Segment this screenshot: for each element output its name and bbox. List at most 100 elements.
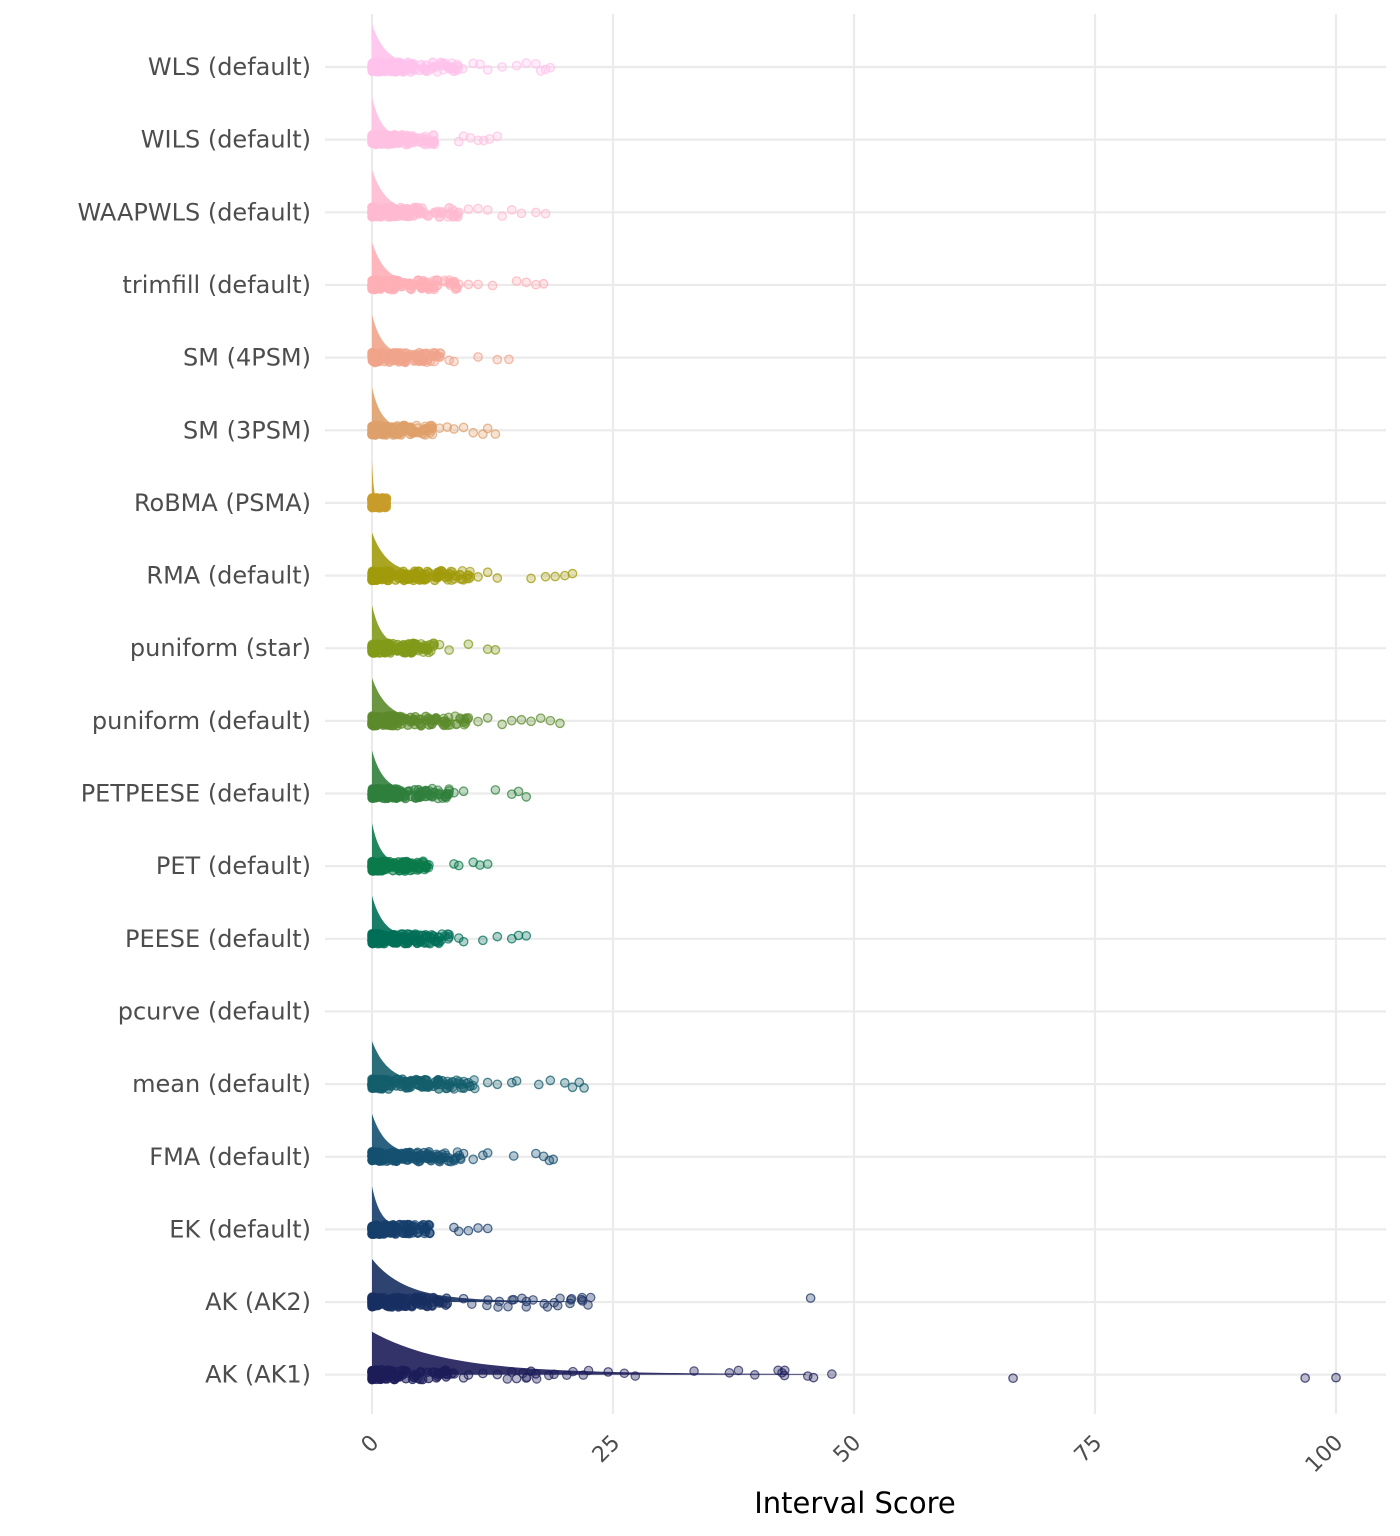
data-point (449, 574, 459, 584)
data-point (368, 574, 378, 585)
y-axis-labels: WLS (default) WILS (default) WAAPWLS (defa… (77, 53, 311, 1389)
data-point (503, 1301, 513, 1312)
outlier-point (559, 570, 570, 581)
data-point (382, 934, 392, 945)
data-point (414, 1156, 425, 1166)
outlier-point (463, 279, 474, 290)
outlier-point (1331, 1372, 1341, 1383)
data-point (630, 1371, 641, 1381)
data-point (390, 206, 401, 217)
y-category-label: AK (AK1) (205, 1361, 311, 1389)
outlier-point (492, 1369, 503, 1380)
data-point (416, 721, 426, 731)
y-category-label: RMA (default) (146, 562, 311, 590)
data-point (382, 66, 393, 76)
data-point (555, 1293, 565, 1304)
outlier-point (473, 203, 483, 214)
data-point (423, 788, 433, 799)
outlier-point (504, 354, 514, 365)
data-point (384, 351, 395, 362)
series-group (367, 387, 501, 440)
data-point (409, 65, 420, 76)
data-point (827, 1369, 837, 1379)
data-point (380, 495, 391, 505)
data-point (451, 1075, 462, 1086)
data-point (381, 1153, 392, 1164)
outlier-point (482, 644, 493, 655)
outlier-point (478, 1368, 488, 1379)
outlier-point (579, 1083, 589, 1093)
outlier-point (492, 573, 503, 583)
outlier-point (508, 1151, 519, 1161)
y-category-label: EK (default) (169, 1215, 311, 1243)
outlier-point (531, 58, 541, 69)
outlier-point (449, 356, 459, 367)
outlier-point (506, 715, 517, 726)
outlier-point (482, 1148, 493, 1158)
series-group (367, 169, 551, 223)
data-point (430, 207, 441, 218)
data-point (423, 1373, 434, 1384)
outlier-point (487, 280, 498, 291)
outlier-point (482, 64, 493, 75)
series-group (367, 605, 501, 658)
series-group (367, 1041, 589, 1094)
outlier-point (473, 279, 483, 290)
data-point (376, 429, 386, 440)
outlier-point (513, 786, 524, 797)
data-point (385, 1228, 396, 1238)
outlier-point (513, 930, 524, 941)
data-point (385, 138, 396, 148)
outlier-point (473, 352, 483, 362)
data-point (390, 570, 401, 580)
outlier-point (444, 932, 454, 942)
outlier-point (567, 568, 578, 579)
data-point (391, 793, 402, 804)
grid-layer (325, 14, 1386, 1414)
outlier-point (458, 1148, 469, 1159)
outlier-point (453, 279, 464, 290)
outlier-point (449, 787, 459, 798)
data-point (396, 59, 407, 69)
data-point (442, 1076, 453, 1087)
density-ridge (372, 96, 429, 140)
density-ridge (372, 532, 464, 576)
data-point (521, 1302, 532, 1312)
density-ridge (372, 459, 382, 503)
data-point (382, 645, 393, 655)
data-point (406, 284, 417, 295)
density-ridge (372, 750, 442, 794)
data-point (408, 350, 418, 361)
data-point (749, 1370, 760, 1380)
outlier-point (540, 571, 551, 582)
data-point (408, 930, 419, 941)
outlier-point (548, 1154, 559, 1165)
outlier-point (482, 712, 493, 723)
outlier-point (463, 1370, 474, 1380)
outlier-point (478, 935, 488, 946)
series-group (367, 459, 392, 513)
density-ridge (372, 1259, 570, 1303)
data-point (549, 1369, 559, 1380)
outlier-point (511, 1076, 522, 1086)
data-point (432, 67, 443, 77)
data-point (390, 1221, 401, 1232)
outlier-point (545, 1075, 556, 1086)
outlier-point (497, 211, 507, 221)
data-point (422, 1150, 432, 1161)
series-group (367, 1259, 816, 1312)
outlier-point (420, 1224, 430, 1235)
y-category-label: pcurve (default) (118, 997, 311, 1025)
data-point (388, 1373, 399, 1384)
outlier-point (533, 1079, 544, 1090)
series-group (367, 677, 565, 731)
data-point (401, 937, 412, 948)
data-point (565, 1298, 575, 1309)
data-point (367, 495, 377, 506)
data-point (376, 573, 386, 584)
outlier-point (1008, 1373, 1018, 1384)
data-point (421, 1293, 431, 1304)
density-ridge (372, 1186, 425, 1230)
marks-layer (367, 24, 1341, 1385)
